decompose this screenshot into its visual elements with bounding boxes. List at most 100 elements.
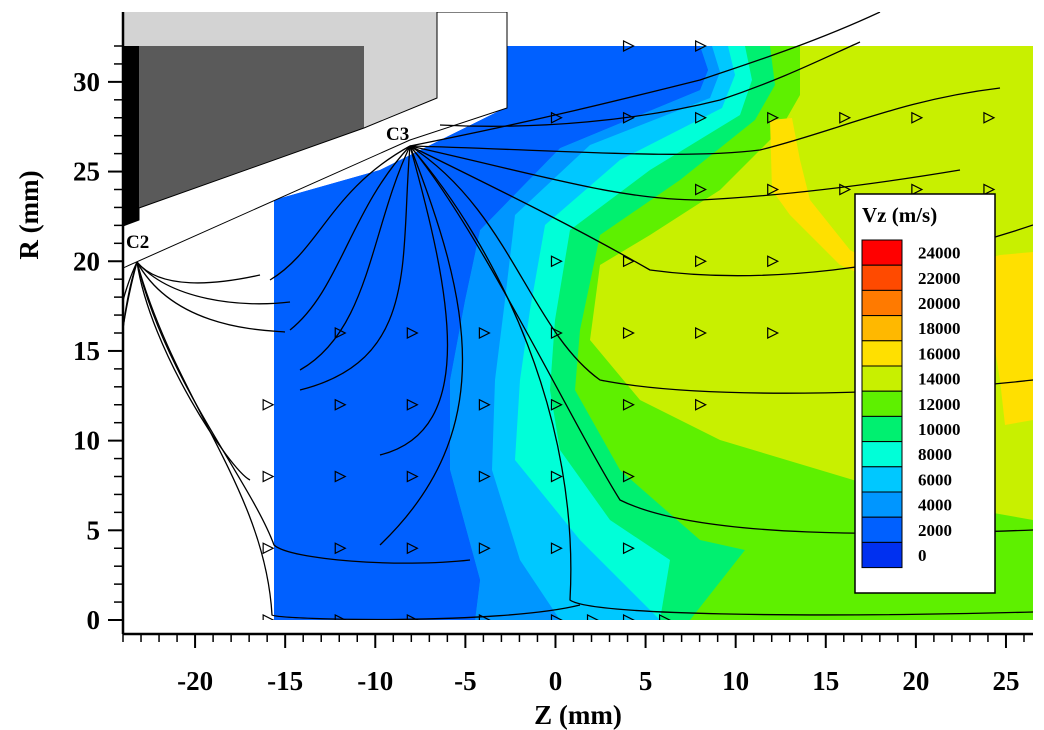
velocity-vector-marker xyxy=(478,398,491,411)
x-tick-label: -15 xyxy=(267,666,303,696)
x-tick-label: 25 xyxy=(992,666,1019,696)
cathode-black-strip xyxy=(123,46,139,226)
velocity-vector-marker xyxy=(622,255,635,268)
legend-swatch xyxy=(861,491,903,518)
legend-level-label: 14000 xyxy=(918,370,961,389)
streamline xyxy=(136,261,471,564)
velocity-vector-marker xyxy=(767,255,780,268)
legend-swatch xyxy=(861,264,903,291)
velocity-vector-marker xyxy=(695,327,707,339)
y-tick-label: 25 xyxy=(73,157,100,187)
legend-swatch xyxy=(861,441,903,468)
streamline xyxy=(136,261,291,305)
legend-level-label: 18000 xyxy=(918,319,961,338)
velocity-vector-marker xyxy=(911,111,924,124)
legend-level-label: 24000 xyxy=(918,244,961,263)
velocity-vector-marker xyxy=(767,327,780,339)
annotation-c2: C2 xyxy=(126,232,149,253)
velocity-vector-marker xyxy=(478,542,491,555)
velocity-vector-marker xyxy=(406,327,419,339)
velocity-vector-marker xyxy=(550,255,563,268)
streamlines xyxy=(123,12,1033,620)
x-tick-label: -10 xyxy=(357,666,393,696)
x-tick-label: 5 xyxy=(639,666,653,696)
velocity-vector-marker xyxy=(622,398,635,411)
velocity-vector-marker xyxy=(478,327,491,339)
velocity-vector-marker xyxy=(622,542,635,555)
velocity-vector-marker xyxy=(406,614,419,620)
legend-level-label: 10000 xyxy=(918,420,961,439)
streamline xyxy=(136,261,286,333)
y-axis-ticks: 0 5 10 15 20 25 30 xyxy=(73,45,123,635)
velocity-vector-marker xyxy=(550,470,563,483)
legend-swatch xyxy=(861,541,903,569)
velocity-vector-marker xyxy=(983,111,996,124)
streamline xyxy=(439,41,861,127)
annotation-c3: C3 xyxy=(386,124,409,145)
streamline xyxy=(136,261,251,481)
legend-swatch xyxy=(861,365,903,392)
legend-swatch xyxy=(861,315,903,342)
velocity-vector-marker xyxy=(839,183,852,196)
y-axis-title: R (mm) xyxy=(14,170,44,259)
legend-swatch xyxy=(861,340,903,367)
streamline xyxy=(123,261,138,535)
legend-swatches: 2400022000200001800016000140001200010000… xyxy=(861,239,961,569)
legend-swatch xyxy=(861,390,903,417)
legend-level-label: 2000 xyxy=(918,521,952,540)
contour-band-2000-4000 xyxy=(274,46,708,620)
y-tick-label: 0 xyxy=(87,605,101,635)
velocity-vector-marker xyxy=(334,398,347,411)
legend-swatch xyxy=(861,466,903,493)
streamline xyxy=(409,145,961,201)
velocity-vector-marker xyxy=(622,614,635,620)
velocity-vector-marker xyxy=(695,398,707,411)
streamline xyxy=(409,145,1033,616)
velocity-vector-marker xyxy=(658,614,671,620)
inner-electrode-dark xyxy=(139,46,364,208)
legend-swatch xyxy=(861,239,903,266)
velocity-vector-marker xyxy=(334,542,347,555)
velocity-vector-marker xyxy=(622,40,635,52)
velocity-vector-marker xyxy=(334,470,347,483)
legend-level-label: 20000 xyxy=(918,294,961,313)
y-tick-label: 15 xyxy=(73,336,100,366)
vector-markers xyxy=(262,40,996,620)
legend-level-label: 6000 xyxy=(918,470,952,489)
legend-swatch xyxy=(861,516,903,543)
y-tick-label: 10 xyxy=(73,426,100,456)
x-axis-title: Z (mm) xyxy=(534,700,622,730)
velocity-vector-marker xyxy=(262,398,275,411)
streamline xyxy=(379,145,449,456)
legend: Vz (m/s) 2400022000200001800016000140001… xyxy=(854,193,996,594)
streamline xyxy=(409,87,1001,155)
y-tick-label: 5 xyxy=(87,515,101,545)
legend-level-label: 22000 xyxy=(918,269,961,288)
x-tick-label: 20 xyxy=(902,666,929,696)
velocity-vector-marker xyxy=(622,327,635,339)
y-tick-label: 30 xyxy=(73,67,100,97)
x-tick-label: -5 xyxy=(454,666,477,696)
streamline xyxy=(269,145,411,281)
velocity-vector-marker xyxy=(406,542,419,555)
streamline xyxy=(136,261,581,620)
streamline xyxy=(289,145,411,331)
velocity-vector-marker xyxy=(983,183,996,196)
velocity-vector-marker xyxy=(586,614,599,620)
streamline xyxy=(299,145,411,391)
velocity-vector-marker xyxy=(767,183,780,196)
y-tick-label: 20 xyxy=(73,246,100,276)
velocity-vector-marker xyxy=(550,614,563,620)
velocity-vector-marker xyxy=(478,470,491,483)
legend-title: Vz (m/s) xyxy=(862,203,937,227)
x-tick-label: -20 xyxy=(177,666,213,696)
x-tick-label: 10 xyxy=(722,666,749,696)
velocity-vector-marker xyxy=(622,470,635,483)
legend-swatch xyxy=(861,415,903,443)
velocity-vector-marker xyxy=(911,183,924,196)
velocity-vector-marker xyxy=(695,183,707,196)
legend-level-label: 8000 xyxy=(918,445,952,464)
streamline xyxy=(299,145,411,371)
legend-level-label: 12000 xyxy=(918,395,961,414)
